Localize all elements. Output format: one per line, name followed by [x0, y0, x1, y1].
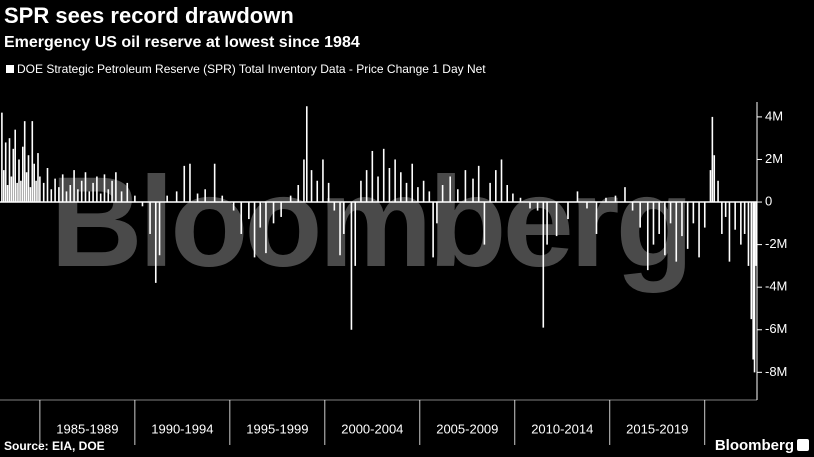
- brand-logo: Bloomberg: [715, 437, 794, 454]
- x-period-label: 1985-1989: [56, 421, 118, 436]
- y-tick-label: -6M: [765, 321, 787, 336]
- legend-swatch: [6, 65, 14, 73]
- x-period-label: 1995-1999: [246, 421, 308, 436]
- y-tick-label: 2M: [765, 151, 783, 166]
- source: Source: EIA, DOE: [4, 439, 105, 453]
- chart-subtitle: Emergency US oil reserve at lowest since…: [4, 34, 360, 51]
- x-period-label: 1990-1994: [151, 421, 213, 436]
- legend-label: DOE Strategic Petroleum Reserve (SPR) To…: [17, 62, 486, 76]
- x-period-label: 2000-2004: [341, 421, 403, 436]
- y-tick-label: -2M: [765, 236, 787, 251]
- x-period-label: 2005-2009: [436, 421, 498, 436]
- y-tick-label: 0: [765, 193, 772, 208]
- chart-title: SPR sees record drawdown: [4, 3, 294, 28]
- y-tick-label: -8M: [765, 364, 787, 379]
- brand-icon: [797, 439, 809, 451]
- x-period-label: 2015-2019: [626, 421, 688, 436]
- y-tick-label: 4M: [765, 108, 783, 123]
- y-tick-label: -4M: [765, 279, 787, 294]
- x-period-label: 2010-2014: [531, 421, 593, 436]
- watermark: Bloomberg: [50, 151, 690, 294]
